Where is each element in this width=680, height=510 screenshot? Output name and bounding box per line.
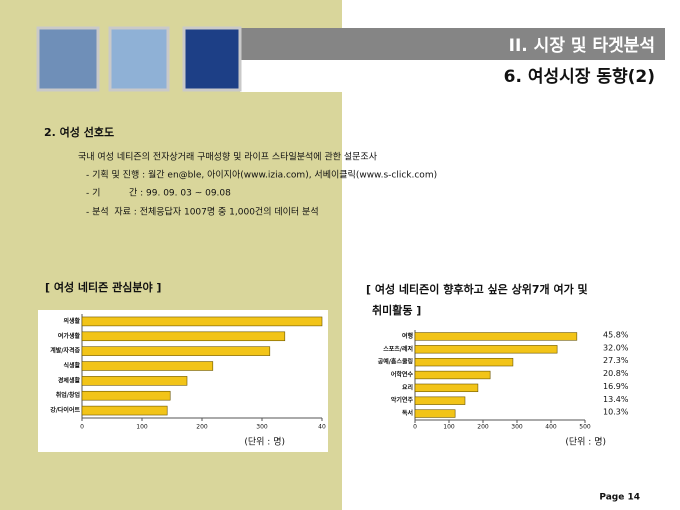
header-sub-band [240,60,665,92]
x-tick-label: 300 [511,424,523,431]
category-label: 악기연주 [391,396,414,404]
bar [414,357,514,367]
bar [81,316,323,327]
x-tick-label: 400 [545,424,557,431]
x-tick-label: 100 [443,424,455,431]
x-tick-label: 0 [80,424,84,431]
side-label: 32.0% [603,343,629,352]
category-label: 요리 [402,383,413,391]
category-label: 의생활 [63,317,80,325]
bar [81,405,168,416]
x-tick-label: 200 [477,424,489,431]
category-label: 여행 [402,332,414,340]
unit-label: (단위 : 명) [565,437,606,448]
bar [414,332,578,341]
bar [81,331,286,342]
chart-title: [ 여성 네티즌이 향후하고 싶은 상위7개 여가 및 [366,282,588,296]
x-tick-label: 100 [136,424,148,431]
category-label: 계발/자격증 [50,347,80,355]
category-label: 경제생활 [58,376,81,384]
body-line: - 분석 자료 : 전체응답자 1007명 중 1,000건의 데이터 분석 [86,206,319,218]
heading: 2. 여성 선호도 [44,125,114,139]
side-label: 20.8% [603,369,629,378]
category-label: 어학연수 [391,371,414,379]
unit-label: (단위 : 명) [244,437,285,448]
x-tick-label: 40 [318,424,326,431]
section-title: II. 시장 및 타겟분석 [509,36,655,56]
bar [414,383,479,393]
x-tick-label: 500 [579,424,591,431]
bar [81,346,271,356]
x-tick-label: 200 [196,424,208,431]
bar [81,361,214,371]
x-tick-label: 300 [256,424,268,431]
bar [414,370,491,380]
photo [182,26,242,92]
category-label: 여가생활 [58,332,81,340]
side-label: 45.8% [603,331,629,340]
side-label: 13.4% [603,395,629,404]
category-label: 식생활 [63,362,80,370]
chart-title: [ 여성 네티즌 관심분야 ] [45,280,161,294]
bar [81,390,171,401]
header-band [240,28,665,60]
chart-title: 취미활동 ] [372,303,421,317]
bar [414,409,456,418]
slide-subtitle: 6. 여성시장 동향(2) [504,66,655,87]
body-line: - 기획 및 진행 : 월간 en@ble, 아이지아(www.izia.com… [86,169,437,181]
bar [414,345,558,354]
page-number: Page 14 [599,493,640,503]
photo [36,26,100,92]
photo [108,26,170,92]
side-label: 27.3% [603,356,629,365]
category-label: 독서 [402,409,413,417]
x-tick-label: 0 [413,424,417,431]
bar [81,376,188,386]
body-line: - 기 간 : 99. 09. 03 ~ 09.08 [86,188,231,199]
category-label: 강/다이어트 [50,406,80,414]
bar [414,396,466,405]
side-label: 16.9% [603,382,629,391]
category-label: 공예/홈스쿨링 [378,358,413,366]
side-label: 10.3% [603,408,629,417]
category-label: 취업/창업 [56,391,80,399]
category-label: 스포츠/레저 [383,345,413,353]
body-line: 국내 여성 네티즌의 전자상거래 구매성향 및 라이프 스타일분석에 관한 설문… [78,151,378,163]
